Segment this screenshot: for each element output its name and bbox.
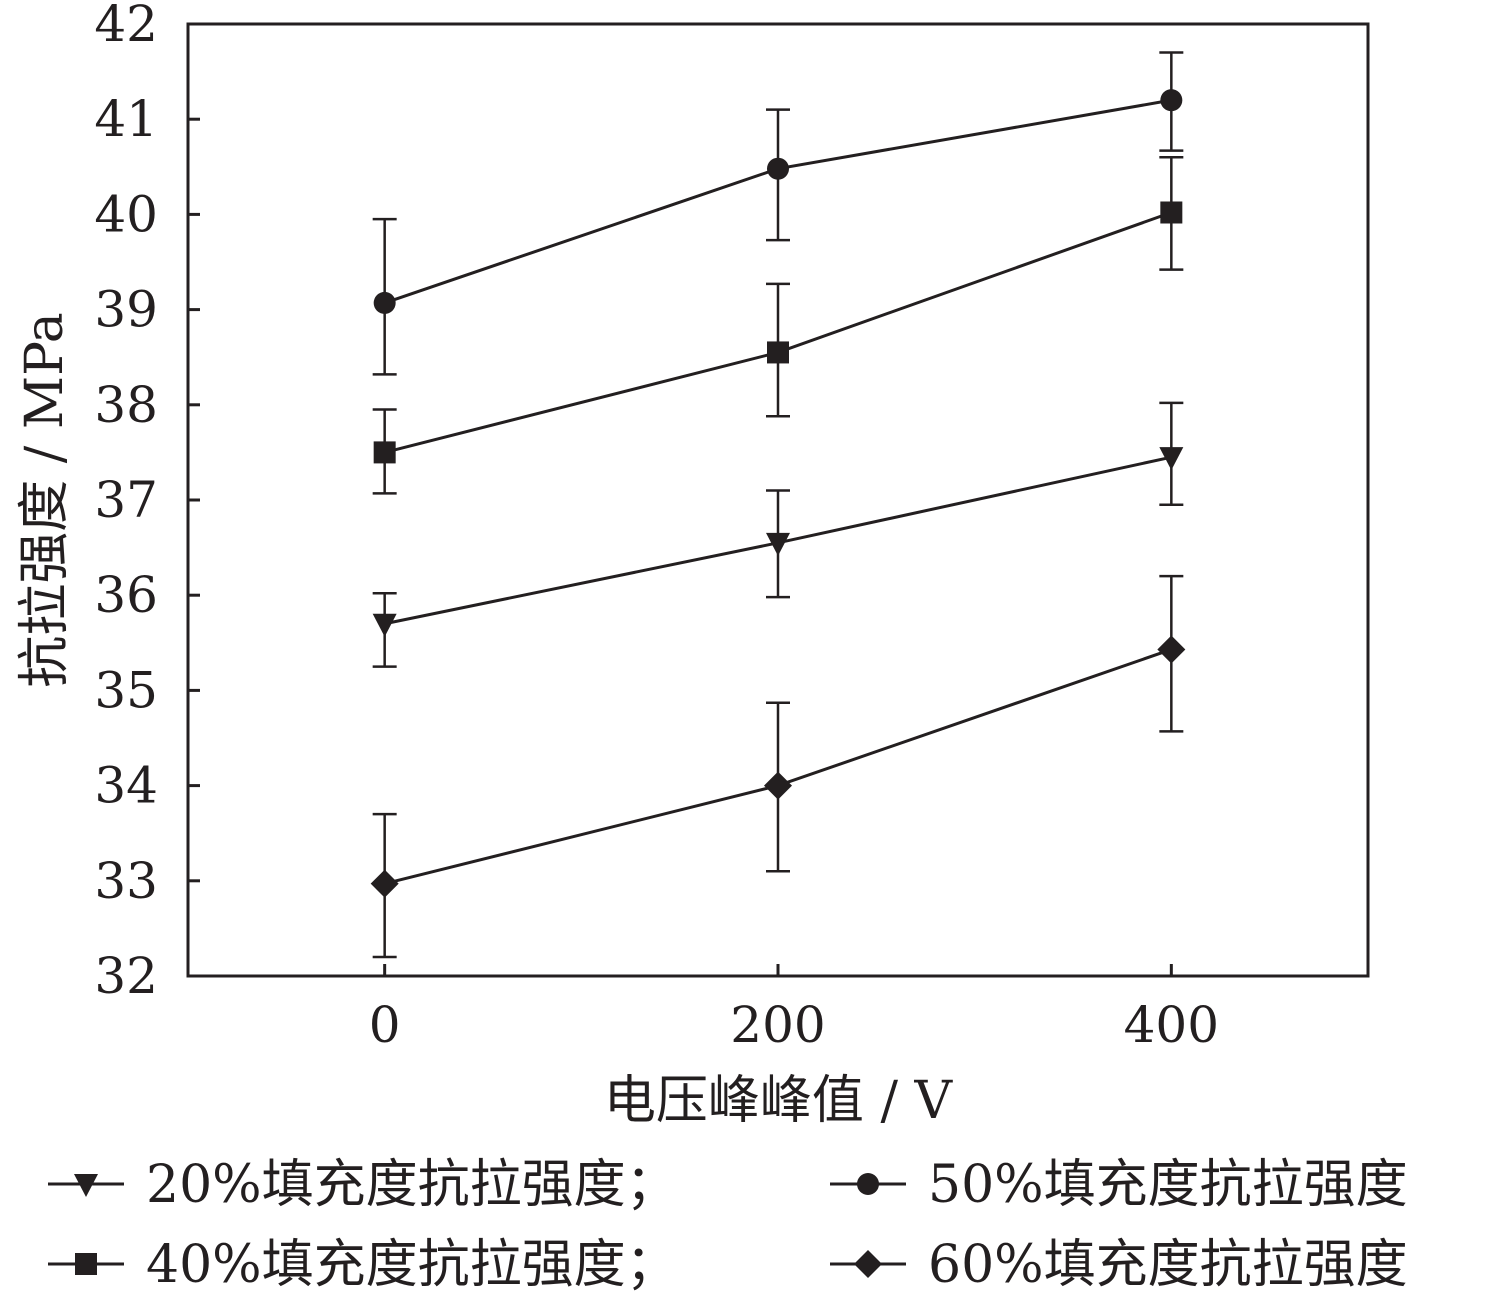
- legend-label: 20%填充度抗拉强度；: [146, 1155, 678, 1215]
- error-bars: [372, 51, 1184, 959]
- data-point: [1157, 635, 1186, 664]
- legend-marker: [74, 1174, 98, 1197]
- data-point: [1160, 201, 1183, 224]
- data-point: [764, 771, 792, 800]
- data-point: [373, 441, 396, 464]
- data-point: [1159, 447, 1184, 471]
- axis-ticks: [188, 22, 1173, 978]
- x-tick-label: 400: [1124, 996, 1219, 1054]
- axis-tick-labels: 32 33 34 35 36 37 38 39 40 41 42 0 200 400: [94, 0, 1219, 1054]
- legend-marker: [854, 1250, 882, 1278]
- data-point: [372, 613, 397, 637]
- x-axis-label: 电压峰峰值 / V: [604, 1071, 954, 1131]
- legend-marker: [857, 1173, 879, 1195]
- x-tick-label: 200: [730, 996, 825, 1054]
- y-tick-label: 38: [94, 376, 158, 434]
- y-axis-label: 抗拉强度 / MPa: [15, 312, 75, 687]
- data-point: [1160, 89, 1183, 112]
- legend-label: 60%填充度抗拉强度: [928, 1235, 1408, 1294]
- y-tick-label: 32: [94, 947, 158, 1005]
- y-tick-label: 37: [94, 471, 158, 529]
- legend-marker: [75, 1253, 97, 1275]
- data-point: [766, 532, 790, 556]
- y-tick-label: 41: [94, 90, 158, 148]
- x-tick-label: 0: [369, 996, 401, 1054]
- y-tick-label: 36: [94, 566, 158, 624]
- y-tick-label: 34: [94, 757, 158, 815]
- data-point: [767, 157, 789, 180]
- legend-label: 50%填充度抗拉强度: [928, 1155, 1408, 1215]
- y-tick-label: 33: [94, 852, 158, 910]
- data-point: [370, 869, 399, 898]
- data-point: [373, 291, 396, 314]
- y-tick-label: 40: [94, 185, 158, 243]
- y-tick-label: 39: [94, 281, 158, 339]
- y-tick-label: 35: [94, 661, 158, 719]
- series-markers: [370, 89, 1186, 898]
- data-point: [767, 341, 789, 364]
- legend: 20%填充度抗拉强度； 50%填充度抗拉强度 40%填充度抗拉强度； 60%填充度抗拉…: [48, 1155, 1408, 1294]
- y-tick-label: 42: [94, 0, 158, 53]
- legend-label: 40%填充度抗拉强度；: [146, 1235, 678, 1294]
